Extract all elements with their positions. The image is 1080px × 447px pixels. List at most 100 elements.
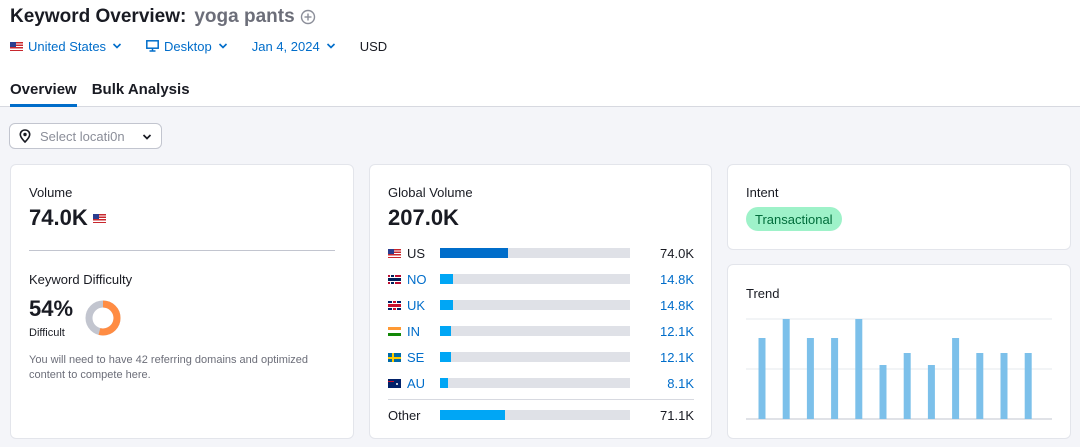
global-volume-card: Global Volume 207.0K US 74.0K NO 14.8K UK 14.… — [369, 164, 712, 439]
add-circle-icon[interactable] — [300, 9, 316, 25]
share-bar-track — [440, 274, 630, 284]
trend-bar[interactable] — [927, 365, 935, 419]
us-flag-icon — [10, 41, 23, 51]
trend-bar[interactable] — [952, 338, 960, 419]
country-volume[interactable]: 14.8K — [660, 297, 694, 313]
trend-bar[interactable] — [782, 319, 790, 419]
country-volume[interactable]: 8.1K — [667, 375, 694, 391]
date-filter[interactable]: Jan 4, 2024 — [252, 39, 336, 54]
intent-card: Intent Transactional — [727, 164, 1071, 250]
divider — [388, 399, 694, 400]
volume-card: Volume 74.0K Keyword Difficulty 54% Diff… — [10, 164, 354, 439]
country-code[interactable]: IN — [407, 323, 420, 339]
trend-bar[interactable] — [879, 365, 887, 419]
country-row-au: AU 8.1K — [388, 375, 694, 391]
volume-value-row: 74.0K — [29, 205, 111, 231]
country-row-uk: UK 14.8K — [388, 297, 694, 313]
in-flag-icon — [388, 326, 401, 336]
kd-description: You will need to have 42 referring domai… — [29, 354, 309, 381]
share-bar-fill — [440, 326, 451, 336]
trend-bar[interactable] — [976, 353, 984, 419]
chevron-down-icon — [218, 43, 227, 49]
country-volume: 71.1K — [660, 407, 694, 423]
desktop-icon — [146, 40, 159, 52]
trend-bar[interactable] — [831, 338, 839, 419]
country-row-in: IN 12.1K — [388, 323, 694, 339]
trend-bar[interactable] — [855, 319, 863, 419]
country-code[interactable]: NO — [407, 271, 427, 287]
trend-bar[interactable] — [806, 338, 814, 419]
us-flag-icon — [388, 248, 401, 258]
country-volume[interactable]: 14.8K — [660, 271, 694, 287]
country-volume: 74.0K — [660, 245, 694, 261]
country-row-se: SE 12.1K — [388, 349, 694, 365]
trend-bar[interactable] — [1024, 353, 1032, 419]
country-row-no: NO 14.8K — [388, 271, 694, 287]
trend-bar[interactable] — [903, 353, 911, 419]
country-code[interactable]: SE — [407, 349, 425, 365]
country-row-us: US 74.0K — [388, 245, 694, 261]
us-flag-icon — [92, 213, 106, 223]
device-filter[interactable]: Desktop — [146, 39, 228, 54]
header: Keyword Overview: yoga pants United Stat… — [0, 0, 1080, 107]
kd-donut-chart — [85, 300, 121, 336]
kd-label: Keyword Difficulty — [29, 272, 133, 287]
divider — [29, 250, 335, 251]
country-row-other: Other 71.1K — [388, 407, 694, 423]
share-bar-track — [440, 300, 630, 310]
uk-flag-icon — [388, 300, 401, 310]
share-bar-track — [440, 248, 630, 258]
kd-level: Difficult — [29, 327, 65, 339]
device-filter-label: Desktop — [164, 38, 212, 54]
trend-label: Trend — [746, 286, 780, 301]
country-filter-label: United States — [28, 38, 107, 54]
country-code[interactable]: AU — [407, 375, 426, 391]
chevron-down-icon — [326, 43, 335, 49]
country-volume[interactable]: 12.1K — [660, 323, 694, 339]
currency-label: USD — [359, 38, 388, 54]
se-flag-icon — [388, 352, 401, 362]
au-flag-icon — [388, 378, 401, 388]
share-bar-fill — [440, 410, 505, 420]
location-pin-icon — [19, 129, 31, 143]
country-code: Other — [388, 407, 421, 423]
location-select-placeholder: Select locati0n — [40, 128, 125, 144]
volume-label: Volume — [29, 185, 73, 200]
keyword-title: yoga pants — [194, 6, 295, 27]
kd-donut-arc — [85, 300, 121, 336]
tab-bar: Overview Bulk Analysis — [10, 80, 205, 107]
trend-bar[interactable] — [1000, 353, 1008, 419]
chevron-down-icon — [142, 134, 152, 140]
kd-value: 54% — [29, 296, 74, 321]
share-bar-fill — [440, 300, 454, 310]
location-select[interactable]: Select locati0n — [9, 123, 162, 149]
share-bar-fill — [440, 378, 448, 388]
trend-bar[interactable] — [758, 338, 766, 419]
global-volume-label: Global Volume — [388, 185, 473, 200]
share-bar-track — [440, 410, 630, 420]
share-bar-track — [440, 326, 630, 336]
title-row: Keyword Overview: yoga pants — [10, 5, 316, 29]
tab-bulk-analysis[interactable]: Bulk Analysis — [91, 81, 190, 98]
filter-bar: United States Desktop Jan 4, 2024 USD — [10, 37, 387, 55]
share-bar-track — [440, 352, 630, 362]
country-code: US — [407, 245, 426, 261]
volume-value: 74.0K — [29, 205, 88, 230]
share-bar-fill — [440, 352, 451, 362]
trend-chart — [746, 318, 1052, 420]
global-volume-value: 207.0K — [388, 205, 459, 230]
intent-label: Intent — [746, 185, 779, 200]
country-filter[interactable]: United States — [10, 39, 122, 54]
share-bar-fill — [440, 274, 454, 284]
trend-card: Trend — [727, 264, 1071, 439]
share-bar-fill — [440, 248, 509, 258]
page-title: Keyword Overview: — [10, 6, 187, 27]
no-flag-icon — [388, 274, 401, 284]
date-filter-label: Jan 4, 2024 — [251, 38, 320, 54]
tab-overview[interactable]: Overview — [10, 80, 77, 107]
chevron-down-icon — [112, 43, 122, 49]
share-bar-track — [440, 378, 630, 388]
intent-badge: Transactional — [746, 207, 842, 231]
country-code[interactable]: UK — [407, 297, 426, 313]
country-volume[interactable]: 12.1K — [660, 349, 694, 365]
